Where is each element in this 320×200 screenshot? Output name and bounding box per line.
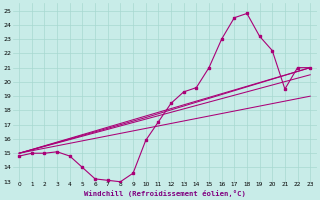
- X-axis label: Windchill (Refroidissement éolien,°C): Windchill (Refroidissement éolien,°C): [84, 190, 246, 197]
